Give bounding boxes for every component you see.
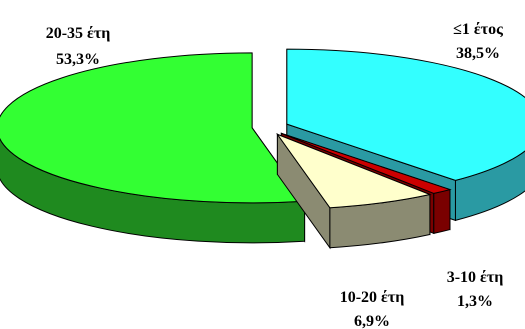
pie-slice-10-20: [276, 132, 432, 250]
slice-top-face: [281, 132, 452, 194]
slice-value-le1: 38,5%: [456, 45, 500, 62]
pie-slices: [0, 48, 525, 250]
pie-slice-20-35: [0, 52, 306, 244]
slice-top-face: [276, 133, 432, 209]
slice-value-20-35: 53,3%: [56, 51, 100, 68]
slice-label-3-10: 3-10 έτη: [447, 269, 504, 286]
slice-value-3-10: 1,3%: [457, 293, 493, 310]
slice-top-face: [286, 48, 525, 181]
slice-label-10-20: 10-20 έτη: [340, 289, 405, 306]
slice-top-face: [0, 52, 306, 204]
slice-outer-wall: [454, 150, 525, 222]
slice-value-10-20: 6,9%: [354, 313, 390, 329]
slice-label-le1: ≤1 έτος: [453, 21, 503, 38]
slice-outer-wall: [433, 188, 451, 235]
slice-label-20-35: 20-35 έτη: [46, 25, 111, 42]
slice-labels: 20-35 έτη 53,3% ≤1 έτος 38,5% 3-10 έτη 1…: [46, 21, 504, 329]
